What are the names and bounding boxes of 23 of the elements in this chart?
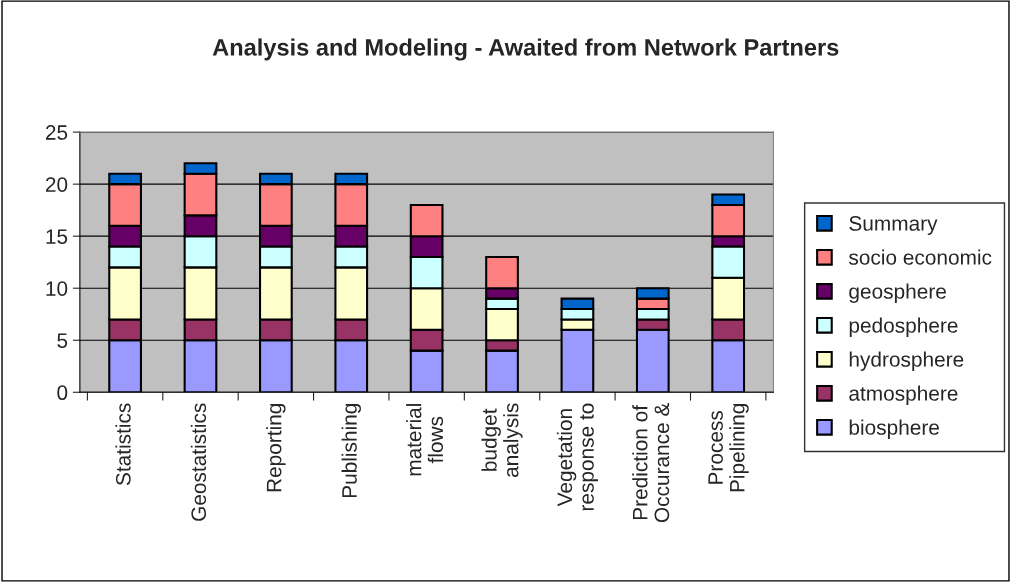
x-tick-label: Publishing <box>341 404 361 498</box>
legend-label: atmosphere <box>849 385 958 405</box>
x-tick-label: budget analysis <box>481 403 523 478</box>
y-tick-label: 5 <box>57 333 68 348</box>
chart-title: Analysis and Modeling - Awaited from Network Partners <box>212 38 839 61</box>
y-tick-label: 25 <box>45 125 68 140</box>
legend-label: pedosphere <box>849 317 958 337</box>
legend-label: socio economic <box>848 249 992 265</box>
x-tick-label: Statistics <box>115 403 131 486</box>
legend-label: hydrosphere <box>849 351 964 371</box>
y-tick-label: 20 <box>45 177 68 192</box>
x-tick-label: Prediction of Occurance & <box>632 402 670 523</box>
x-tick-label: Reporting <box>266 404 286 492</box>
legend-label: Summary <box>849 216 938 235</box>
x-tick-label: Geostatistics <box>190 403 207 521</box>
legend-label: geosphere <box>849 283 946 303</box>
x-tick-label: Process Pipelining <box>708 404 749 492</box>
x-tick-label: material flows <box>406 404 444 476</box>
y-tick-label: 15 <box>46 229 68 244</box>
y-tick-label: 10 <box>46 281 68 296</box>
y-tick-label: 0 <box>57 385 68 401</box>
x-tick-label: Vegetation response to <box>556 403 598 511</box>
legend-label: biosphere <box>849 419 939 439</box>
